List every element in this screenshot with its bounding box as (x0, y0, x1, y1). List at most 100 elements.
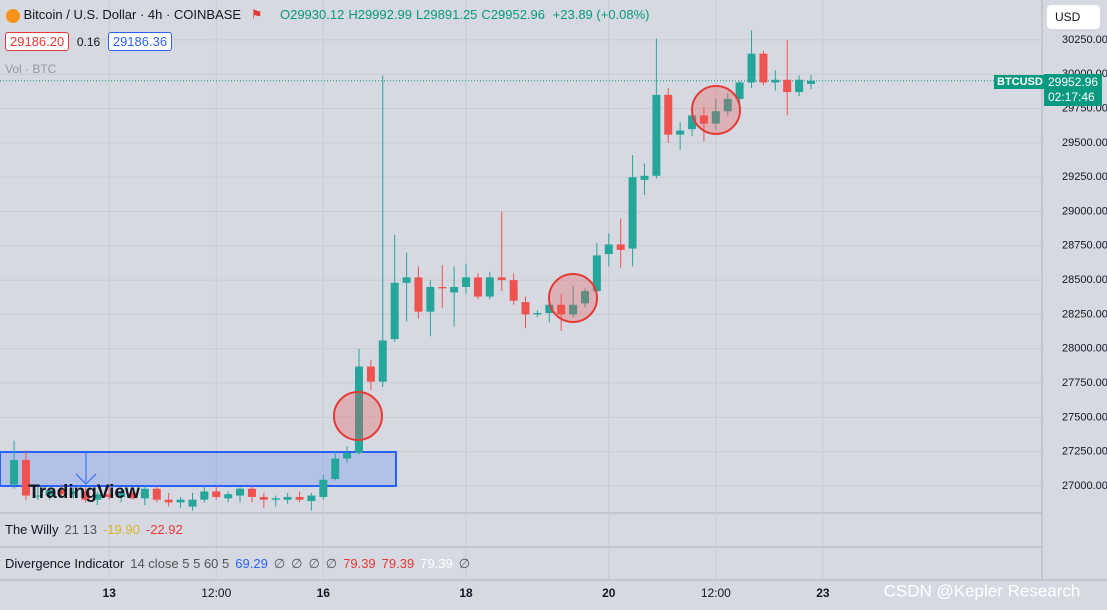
candle-body (521, 302, 530, 315)
indicator-value: ∅ (325, 556, 338, 571)
candle-body (259, 496, 268, 500)
indicator-value: 79.39 (381, 556, 415, 571)
countdown: 02:17:46 (1048, 90, 1095, 104)
x-tick-label: 20 (602, 586, 616, 600)
candle-body (676, 130, 685, 135)
x-tick-label: 23 (816, 586, 830, 600)
candle-body (10, 459, 19, 485)
candle-body (652, 94, 661, 176)
candle-body (188, 499, 197, 507)
x-tick-label: 12:00 (201, 586, 231, 600)
x-tick-label: 16 (317, 586, 331, 600)
candle-body (390, 282, 399, 340)
indicator-value: 69.29 (235, 556, 268, 571)
candle-body (402, 277, 411, 283)
x-tick-label: 12:00 (701, 586, 731, 600)
volume-label: Vol · BTC (5, 62, 57, 76)
indicator-value: ∅ (291, 556, 303, 571)
candle-body (414, 277, 423, 312)
candle-body (795, 79, 804, 93)
coin-icon (6, 8, 20, 23)
candle-body (176, 499, 185, 503)
ohlc-value: H29992.99 (348, 7, 412, 22)
candle-body (212, 491, 221, 497)
candle-body (117, 492, 126, 497)
indicator-value: -22.92 (145, 522, 183, 537)
candle-body (57, 490, 66, 495)
indicator-value: -19.90 (103, 522, 140, 537)
candle-body (771, 79, 780, 83)
highlight-circle (333, 391, 383, 441)
candle-body (69, 491, 78, 495)
indicator-params: 14 close 5 5 60 5 (130, 556, 230, 571)
currency-select[interactable]: USD (1047, 5, 1101, 29)
bid-ask: 29186.20 0.16 29186.36 (5, 32, 173, 51)
candle-body (295, 496, 304, 500)
indicator-value: 79.39 (343, 556, 376, 571)
indicator-row: The Willy 21 13 -19.90 -22.92 (5, 522, 189, 537)
range-arrow (75, 473, 97, 485)
flag-icon[interactable]: ⚑ (250, 7, 263, 22)
candle-body (533, 313, 542, 315)
candle-body (616, 244, 625, 250)
ask[interactable]: 29186.36 (107, 32, 173, 51)
ohlc-value: L29891.25 (415, 7, 478, 22)
candle-body (93, 494, 102, 500)
logo: TradingView (28, 482, 140, 503)
header: Bitcoin / U.S. Dollar · 4h · COINBASE ⚑ … (6, 7, 650, 23)
candle-body (21, 459, 30, 496)
candle-body (152, 488, 161, 500)
range-box (0, 451, 397, 487)
candle-body (592, 255, 601, 292)
indicator-params: 21 13 (64, 522, 97, 537)
price-tag: 29952.96 02:17:46 (1044, 74, 1103, 106)
candle-body (699, 115, 708, 124)
candle-body (307, 495, 316, 502)
candle-body (271, 498, 280, 500)
bid[interactable]: 29186.20 (5, 32, 70, 51)
candle-body (81, 491, 90, 500)
highlight-circle (691, 85, 741, 135)
y-tick-label: 28500.00 (1062, 274, 1107, 286)
candle-body (747, 53, 756, 83)
symbol-tag: BTCUSD (994, 75, 1046, 89)
candle-body (378, 340, 387, 382)
candle-body (640, 175, 649, 180)
candle-body (105, 494, 114, 497)
candle-body (366, 366, 375, 382)
candle-body (664, 94, 673, 135)
x-tick-label: 13 (103, 586, 117, 600)
highlight-circle (548, 273, 598, 323)
candle-body (164, 499, 173, 503)
candle-body (604, 244, 613, 255)
y-tick-label: 28750.00 (1062, 240, 1107, 252)
candle-body (450, 286, 459, 293)
candle-body (806, 80, 815, 84)
y-tick-label: 27250.00 (1062, 446, 1107, 458)
candle-body (319, 479, 328, 497)
candle-body (735, 82, 744, 99)
y-tick-label: 28000.00 (1062, 343, 1107, 355)
candle-body (438, 286, 447, 289)
candle-body (236, 488, 245, 496)
x-tick-label: 18 (459, 586, 473, 600)
spread: 0.16 (76, 35, 101, 49)
y-tick-label: 29500.00 (1062, 137, 1107, 149)
candle-body (628, 177, 637, 249)
candle-body (557, 304, 566, 315)
y-tick-label: 30250.00 (1062, 34, 1107, 46)
candle-body (331, 458, 340, 480)
indicator-value: ∅ (273, 556, 286, 571)
candle-body (711, 111, 720, 124)
y-tick-label: 27750.00 (1062, 377, 1107, 389)
indicator-value: ∅ (308, 556, 320, 571)
candle-body (545, 304, 554, 314)
candle-body (33, 495, 42, 497)
y-tick-label: 28250.00 (1062, 308, 1107, 320)
candle-body (140, 488, 149, 499)
y-tick-label: 27000.00 (1062, 480, 1107, 492)
candle-body (485, 277, 494, 297)
candle-body (569, 304, 578, 315)
candle-body (723, 98, 732, 112)
